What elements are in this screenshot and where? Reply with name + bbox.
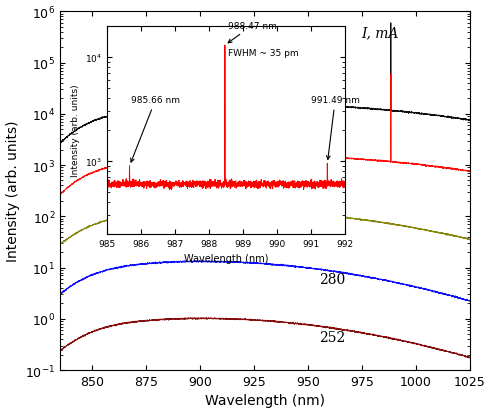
Text: 252: 252 — [319, 330, 345, 344]
Text: I, mA: I, mA — [361, 26, 398, 40]
Text: 296: 296 — [319, 221, 345, 235]
X-axis label: Wavelength (nm): Wavelength (nm) — [205, 394, 325, 408]
Text: 312: 312 — [319, 166, 345, 180]
Y-axis label: Intensity (arb. units): Intensity (arb. units) — [5, 121, 20, 262]
Text: 280: 280 — [319, 272, 345, 286]
Text: 320: 320 — [319, 112, 345, 126]
